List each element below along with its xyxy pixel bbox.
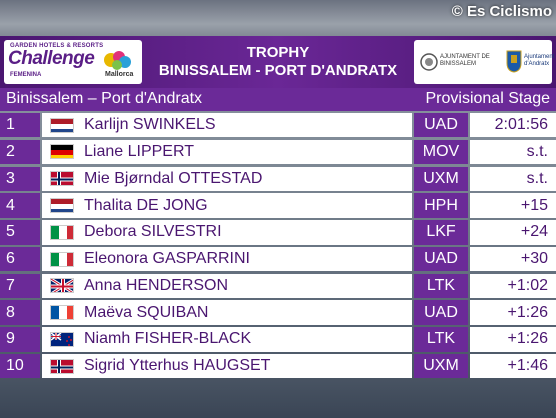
rider-name: Debora SILVESTRI	[84, 223, 222, 241]
time-gap: +1:26	[470, 300, 556, 325]
team-code: LTK	[414, 327, 468, 352]
time-gap: 2:01:56	[470, 113, 556, 138]
team-code: LTK	[414, 273, 468, 299]
trophy-title-line1: TROPHY	[246, 44, 310, 61]
position-cell: 6	[0, 246, 40, 272]
position-cell: 7	[0, 273, 40, 299]
rider-cell: Niamh FISHER-BLACK	[42, 327, 412, 352]
rider-cell: Sigrid Ytterhus HAUGSET	[42, 354, 412, 379]
results-table: 1 Karlijn SWINKELS UAD 2:01:56 2 Liane LIPPER…	[0, 113, 556, 381]
rider-name: Anna HENDERSON	[84, 276, 229, 294]
logo-main-text: Challenge	[8, 48, 95, 69]
position-cell: 2	[0, 139, 40, 165]
result-row: 1 Karlijn SWINKELS UAD 2:01:56	[0, 113, 556, 138]
logo-top-text: GARDEN HOTELS & RESORTS	[10, 43, 104, 49]
sponsor-logos: AJUNTAMENT DE BINISSALEM Ajuntament d'An…	[414, 40, 555, 84]
sponsor-left-text: AJUNTAMENT DE BINISSALEM	[440, 54, 490, 67]
sponsor-right-text: Ajuntament d'Andratx	[524, 54, 555, 67]
team-code: UAD	[414, 300, 468, 325]
rider-cell: Anna HENDERSON	[42, 273, 412, 299]
trophy-title-line2: BINISSALEM - PORT D'ANDRATX	[158, 62, 398, 79]
logo-sub-text: FEMENINA	[10, 72, 42, 78]
time-gap: +1:46	[470, 354, 556, 379]
result-row: 7 Anna HENDERSON LTK +1:02	[0, 273, 556, 299]
time-gap: +24	[470, 220, 556, 245]
position-cell: 1	[0, 113, 40, 138]
stage-type-label: Provisional Stage	[425, 90, 550, 107]
position-cell: 5	[0, 220, 40, 245]
trophy-title: TROPHY BINISSALEM - PORT D'ANDRATX	[148, 44, 408, 80]
flag-de-icon	[50, 144, 74, 160]
svg-text:Mallorca: Mallorca	[105, 71, 134, 78]
rider-cell: Mie Bjørndal OTTESTAD	[42, 166, 412, 191]
flag-it-icon	[50, 251, 74, 267]
time-gap: s.t.	[470, 166, 556, 191]
position-cell: 8	[0, 300, 40, 325]
flag-no-icon	[50, 358, 74, 374]
rider-cell: Liane LIPPERT	[42, 139, 412, 165]
time-gap: +30	[470, 246, 556, 272]
team-code: MOV	[414, 139, 468, 165]
background-scenery	[0, 0, 556, 40]
team-code: UAD	[414, 113, 468, 138]
rider-cell: Maëva SQUIBAN	[42, 300, 412, 325]
result-row: 3 Mie Bjørndal OTTESTAD UXM s.t.	[0, 166, 556, 191]
rider-name: Sigrid Ytterhus HAUGSET	[84, 357, 271, 375]
andratx-crest-icon	[506, 50, 522, 73]
stage-name: Binissalem – Port d'Andratx	[6, 90, 203, 107]
position-cell: 4	[0, 193, 40, 218]
flag-it-icon	[50, 224, 74, 240]
result-row: 5 Debora SILVESTRI LKF +24	[0, 220, 556, 245]
position-cell: 10	[0, 354, 40, 379]
time-gap: +1:02	[470, 273, 556, 299]
result-row: 6 Eleonora GASPARRINI UAD +30	[0, 246, 556, 272]
rider-name: Karlijn SWINKELS	[84, 116, 216, 134]
rider-name: Niamh FISHER-BLACK	[84, 330, 252, 348]
time-gap: s.t.	[470, 139, 556, 165]
flag-fr-icon	[50, 305, 74, 321]
result-row: 2 Liane LIPPERT MOV s.t.	[0, 139, 556, 165]
result-row: 9 Niamh FISHER-BLACK LTK +1:26	[0, 327, 556, 352]
rider-cell: Karlijn SWINKELS	[42, 113, 412, 138]
team-code: UXM	[414, 354, 468, 379]
stage-subheader: Binissalem – Port d'Andratx Provisional …	[0, 88, 556, 111]
flag-nl-icon	[50, 117, 74, 133]
position-cell: 3	[0, 166, 40, 191]
flag-nz-icon	[50, 331, 74, 347]
team-code: UXM	[414, 166, 468, 191]
header-bar: GARDEN HOTELS & RESORTS Challenge FEMENI…	[0, 36, 556, 88]
time-gap: +1:26	[470, 327, 556, 352]
team-code: UAD	[414, 246, 468, 272]
rider-name: Eleonora GASPARRINI	[84, 250, 250, 268]
flag-gb-icon	[50, 278, 74, 294]
flag-nl-icon	[50, 198, 74, 214]
team-code: HPH	[414, 193, 468, 218]
rider-name: Liane LIPPERT	[84, 142, 194, 160]
challenge-logo: GARDEN HOTELS & RESORTS Challenge FEMENI…	[4, 40, 142, 84]
binissalem-crest-icon	[420, 53, 438, 71]
rider-name: Maëva SQUIBAN	[84, 303, 209, 321]
photo-credit: © Es Ciclismo	[451, 3, 552, 20]
result-row: 10 Sigrid Ytterhus HAUGSET UXM +1:46	[0, 354, 556, 379]
rider-cell: Debora SILVESTRI	[42, 220, 412, 245]
result-row: 4 Thalita DE JONG HPH +15	[0, 193, 556, 218]
rider-name: Mie Bjørndal OTTESTAD	[84, 169, 263, 187]
rider-cell: Eleonora GASPARRINI	[42, 246, 412, 272]
rider-cell: Thalita DE JONG	[42, 193, 412, 218]
mallorca-logo-icon: Mallorca	[104, 51, 134, 78]
position-cell: 9	[0, 327, 40, 352]
result-row: 8 Maëva SQUIBAN UAD +1:26	[0, 300, 556, 325]
results-panel: GARDEN HOTELS & RESORTS Challenge FEMENI…	[0, 36, 556, 382]
time-gap: +15	[470, 193, 556, 218]
team-code: LKF	[414, 220, 468, 245]
flag-no-icon	[50, 171, 74, 187]
rider-name: Thalita DE JONG	[84, 196, 208, 214]
